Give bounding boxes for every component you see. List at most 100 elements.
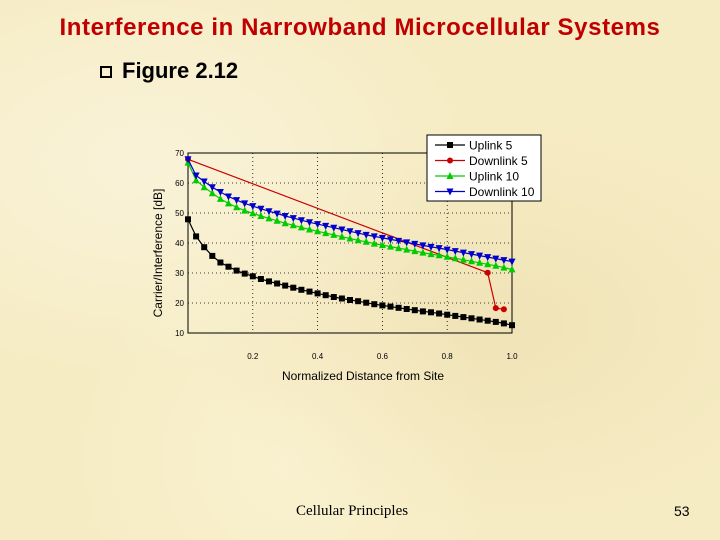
- data-point: [484, 269, 491, 276]
- data-point: [347, 297, 353, 303]
- data-point: [330, 294, 337, 300]
- data-point: [225, 199, 232, 207]
- data-point: [435, 251, 443, 259]
- data-point: [322, 222, 330, 230]
- data-point: [427, 250, 435, 258]
- data-point: [282, 282, 289, 289]
- data-point: [297, 217, 305, 225]
- data-point: [428, 309, 434, 316]
- x-tick-label: 1.0: [506, 352, 518, 361]
- data-point: [185, 216, 191, 223]
- data-point: [208, 184, 216, 192]
- page-number: 53: [674, 503, 690, 519]
- data-point: [435, 245, 443, 253]
- data-point: [370, 239, 378, 247]
- data-point: [476, 258, 484, 266]
- legend-item: Downlink 10: [435, 185, 535, 199]
- data-point: [257, 205, 265, 213]
- y-tick-label: 50: [175, 209, 184, 218]
- data-point: [338, 295, 345, 302]
- data-point: [330, 230, 338, 238]
- data-point: [273, 216, 281, 224]
- data-point: [378, 234, 386, 242]
- series-uplink-10: [184, 158, 516, 273]
- data-point: [297, 223, 305, 231]
- legend-marker: [446, 188, 454, 196]
- data-point: [225, 193, 232, 201]
- data-point: [484, 317, 491, 324]
- data-point: [209, 252, 216, 259]
- data-point: [508, 258, 516, 266]
- data-point: [468, 251, 475, 259]
- data-point: [509, 322, 515, 329]
- y-tick-label: 60: [175, 179, 184, 188]
- data-point: [395, 244, 403, 252]
- data-point: [370, 233, 378, 241]
- data-point: [460, 314, 467, 321]
- data-point: [500, 263, 508, 271]
- y-tick-label: 30: [175, 269, 184, 278]
- data-point: [192, 176, 200, 184]
- data-point: [346, 228, 354, 236]
- data-point: [500, 257, 508, 265]
- data-point: [508, 265, 516, 273]
- data-point: [314, 221, 322, 229]
- data-point: [201, 244, 208, 251]
- data-point: [322, 229, 330, 237]
- data-point: [233, 267, 240, 274]
- data-point: [451, 254, 459, 262]
- data-point: [217, 259, 224, 266]
- y-tick-label: 40: [175, 239, 184, 248]
- data-point: [476, 316, 483, 323]
- figure-label: Figure 2.12: [122, 58, 239, 83]
- data-point: [306, 225, 313, 233]
- legend-item: Uplink 10: [435, 170, 519, 184]
- data-point: [362, 237, 370, 245]
- data-point: [274, 280, 281, 287]
- series-downlink-10: [184, 156, 516, 266]
- x-tick-label: 0.4: [312, 352, 324, 361]
- data-point: [289, 221, 297, 229]
- plot-frame: [187, 152, 513, 334]
- data-point: [354, 236, 362, 244]
- data-point: [371, 301, 378, 308]
- data-point: [468, 257, 475, 265]
- data-point: [476, 252, 484, 260]
- data-point: [354, 230, 362, 238]
- data-point: [468, 315, 475, 322]
- data-point: [355, 298, 362, 305]
- data-point: [249, 273, 256, 280]
- legend-item: Uplink 5: [435, 139, 513, 153]
- data-point: [290, 284, 297, 291]
- data-point: [281, 219, 289, 227]
- legend-box: [426, 134, 542, 202]
- data-point: [444, 311, 451, 318]
- series-line: [187, 158, 504, 310]
- data-point: [451, 248, 459, 256]
- data-point: [492, 255, 500, 263]
- data-point: [459, 255, 467, 263]
- data-point: [306, 288, 313, 295]
- data-point: [346, 234, 354, 242]
- legend-marker: [446, 172, 454, 179]
- data-point: [265, 208, 273, 216]
- data-point: [387, 236, 394, 244]
- data-point: [484, 260, 492, 268]
- data-point: [411, 240, 419, 248]
- data-point: [322, 292, 329, 299]
- data-point: [200, 178, 208, 186]
- legend-label: Downlink 10: [469, 185, 535, 199]
- data-point: [492, 261, 500, 269]
- data-point: [459, 249, 467, 257]
- data-point: [257, 276, 264, 282]
- data-point: [314, 227, 322, 235]
- data-point: [298, 286, 305, 293]
- data-point: [452, 312, 459, 319]
- data-point: [387, 303, 394, 310]
- x-tick-label: 0.8: [442, 352, 454, 361]
- data-point: [411, 307, 418, 314]
- data-point: [241, 200, 249, 208]
- chart-series: [184, 156, 516, 329]
- y-tick-label: 10: [175, 329, 184, 338]
